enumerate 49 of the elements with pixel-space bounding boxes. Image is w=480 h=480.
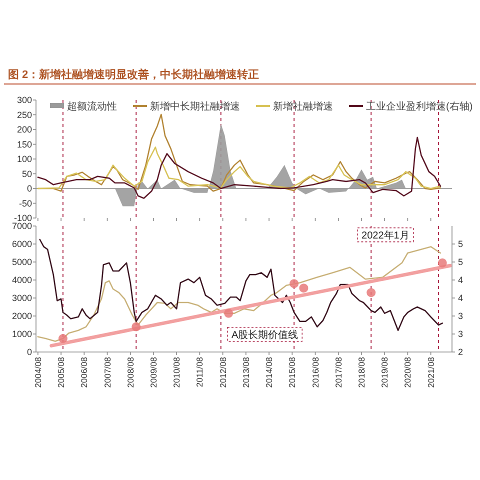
y-tick-label: 1000 [12,329,32,339]
legend-label: 新增社融增速 [273,100,333,112]
y2-tick-label: 5 [458,257,464,267]
y-tick-label: 2000 [12,311,32,321]
y-tick-label: 6000 [12,239,32,249]
y2-tick-label: 3 [458,311,464,321]
x-tick-label: 2008/08 [125,356,136,388]
y2-tick-label: 4 [458,275,464,285]
x-tick-label: 2013/08 [240,356,251,388]
chart-title: 图 2：新增社融增速明显改善，中长期社融增速转正 [8,68,260,81]
x-tick-label: 2018/08 [356,356,366,388]
x-tick-label: 2009/08 [148,356,158,388]
x-tick-label: 2019/08 [380,356,390,388]
y2-tick-label: 2 [458,347,464,357]
legend-label: 新增中长期社融增速 [150,100,240,112]
y-tick-label: 200 [16,124,32,134]
y-tick-label: 250 [16,110,32,120]
y2-tick-label: 5 [458,239,464,249]
legend-label: 工业企业盈利增速(右轴) [366,100,473,112]
y-tick-label: 300 [16,95,32,105]
x-tick-label: 2016/08 [310,356,320,388]
y-tick-label: 3000 [12,293,32,303]
x-tick-label: 2005/08 [56,356,66,388]
x-tick-label: 2011/08 [194,356,205,388]
y-tick-label: 7000 [12,221,32,231]
x-tick-label: 2004/08 [32,356,43,388]
y-tick-label: 5000 [12,257,32,267]
legend-label: 超额流动性 [67,100,117,112]
y-tick-label: -100 [14,213,32,223]
x-tick-label: 2020/08 [402,356,413,388]
x-tick-label: 2006/08 [79,356,90,388]
y-tick-label: 0 [26,184,32,194]
y-tick-label: 0 [26,347,32,357]
annotation: 2022年1月 [362,229,410,242]
x-tick-label: 2012/08 [218,356,228,388]
y-tick-label: 4000 [12,275,32,285]
x-tick-label: 2010/08 [172,356,182,388]
x-tick-label: 2007/08 [102,356,112,388]
x-tick-label: 2014/08 [264,356,274,388]
y-tick-label: 150 [16,139,32,150]
y-tick-label: 50 [22,168,32,179]
x-tick-label: 2015/08 [287,356,298,388]
y-tick-label: -50 [18,198,32,208]
y-tick-label: 100 [16,154,32,164]
x-tick-label: 2021/08 [426,356,436,388]
x-tick-label: 2017/08 [333,356,344,388]
y2-tick-label: 4 [458,293,464,303]
annotation: A股长期价值线 [231,328,298,341]
y2-tick-label: 3 [458,329,464,339]
